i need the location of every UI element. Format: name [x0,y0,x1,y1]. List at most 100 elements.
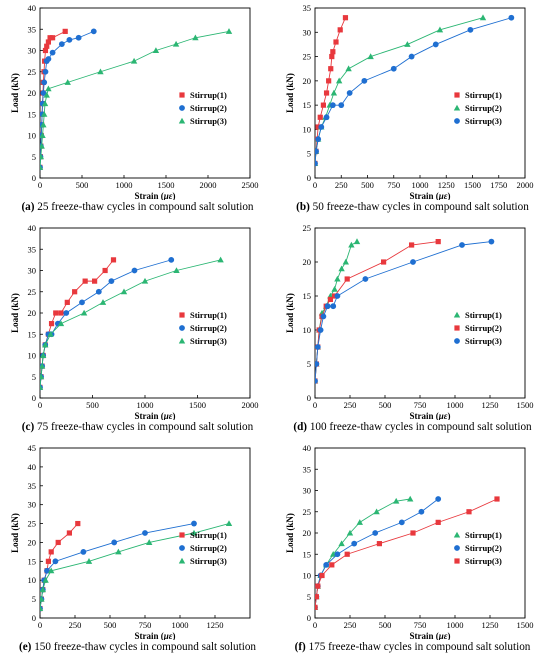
chart-d: 0 250 500 750 1000 1250 1500 0 5 10 15 20 25 Load (kN… [285,223,534,420]
x-axis-label-end: ) [172,631,175,640]
y-tick-label: 15 [303,100,312,110]
data-point [92,278,98,284]
data-point [330,49,336,55]
series-3 [40,28,233,170]
caption-text: 150 freeze-thaw cycles in compound salt … [34,641,257,653]
data-point [120,288,128,295]
data-point [48,549,54,555]
x-tick-label: 2000 [200,180,217,190]
data-point [43,91,50,98]
x-tick-label: 2000 [517,180,534,190]
y-tick-label: 40 [28,3,37,13]
data-point [393,497,400,504]
x-tick-label: 500 [379,620,392,630]
x-tick-label: 500 [379,400,392,410]
series-1 [315,495,414,610]
chart-c: 0 500 1000 1500 2000 0 5 10 15 20 25 30 35 40 Load (kN… [10,223,259,420]
legend-marker [179,532,185,538]
y-tick-label: 25 [28,67,37,77]
data-point [45,39,51,45]
data-point [225,28,233,34]
x-axis-label-end: ) [447,191,450,200]
series-2 [40,256,175,391]
data-point [191,520,197,527]
data-point [49,49,56,56]
data-point [102,267,108,274]
y-tick-label: 35 [28,244,37,254]
data-point [315,344,321,350]
data-point [346,90,353,96]
x-tick-label: 250 [69,620,82,630]
data-point [55,539,61,546]
caption-c: (c) 75 freeze-thaw cycles in compound sa… [0,421,275,437]
y-tick-label: 15 [28,329,37,339]
caption-letter: (c) [21,421,35,433]
data-point [66,530,72,536]
data-point [334,275,341,282]
data-point [130,57,138,64]
y-tick-label: 35 [28,481,37,491]
y-axis-label: Load (kN) [285,293,295,333]
data-point [45,56,52,62]
series-2 [315,239,441,384]
data-point [315,361,320,367]
series-line [40,30,94,168]
x-tick-label: 500 [76,180,89,190]
x-axis-label-main: Strain ( [410,191,439,200]
data-point [362,276,369,282]
x-axis-label-unit: με [438,411,448,420]
chart-f: 0 250 500 750 1000 1250 1500 0 5 10 15 20 25 30 35 40 Lo… [285,443,534,640]
legend-marker [453,311,461,318]
x-axis-label-main: Strain ( [410,411,439,420]
y-tick-label: 0 [307,613,311,623]
y-tick-label: 10 [28,351,37,361]
y-tick-label: 20 [28,88,37,98]
data-point [40,373,45,380]
data-point [40,132,46,138]
data-point [348,241,355,248]
legend-marker [178,557,186,564]
y-tick-label: 30 [28,500,37,510]
data-point [418,508,425,515]
data-point [40,142,45,149]
data-point [323,114,330,121]
caption-a: (a) 25 freeze-thaw cycles in compound sa… [0,201,275,217]
data-point [408,53,415,60]
data-point [82,278,88,284]
y-tick-label: 20 [28,308,37,318]
legend-label: Stirrup(2) [465,543,502,553]
y-tick-label: 5 [32,152,36,162]
y-tick-label: 0 [307,173,311,183]
data-point [217,256,224,263]
x-axis-label-main: Strain ( [410,631,439,640]
data-point [320,313,327,320]
x-tick-label: 1000 [447,400,464,410]
data-point [346,529,354,536]
legend-label: Stirrup(2) [190,323,227,333]
data-point [344,276,350,282]
y-tick-label: 0 [32,393,36,403]
data-point [344,551,350,557]
data-point [404,41,411,47]
data-point [373,508,380,515]
data-point [111,539,118,546]
series-1 [315,238,361,384]
data-point [338,540,345,547]
data-point [331,285,338,292]
caption-text: 175 freeze-thaw cycles in compound salt … [308,641,531,653]
y-tick-label: 5 [32,372,36,382]
y-tick-label: 30 [303,486,312,496]
y-axis-label: Load (kN) [10,73,20,113]
y-axis-label: Load (kN) [285,513,295,553]
data-point [45,85,52,92]
caption-text: 75 freeze-thaw cycles in compound salt s… [36,421,254,433]
chart-a: 0 500 1000 1500 2000 2500 0 5 10 15 20 25 30 35 40 Load… [10,3,259,200]
data-point [48,321,55,327]
x-tick-label: 1500 [189,400,206,410]
x-tick-label: 750 [139,620,152,630]
y-tick-label: 5 [307,592,311,602]
x-tick-label: 250 [344,620,357,630]
data-point [41,79,48,86]
data-point [361,77,368,84]
